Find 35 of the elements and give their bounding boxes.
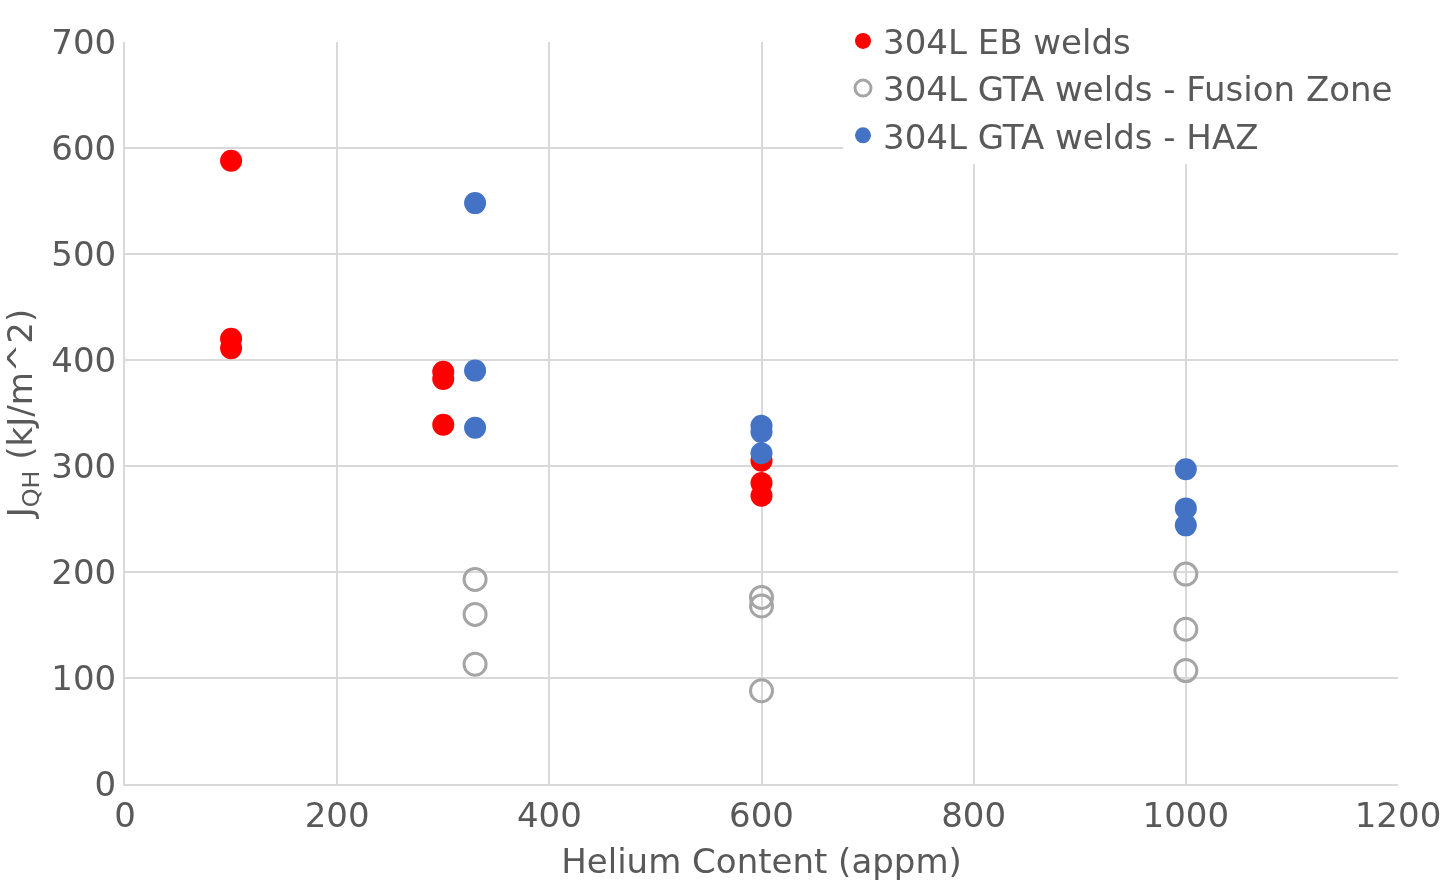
point [462,651,488,677]
legend-label: 304L GTA welds - Fusion Zone [883,69,1393,110]
y-tick-label: 400 [51,339,117,380]
x-tick-label: 1200 [1354,794,1442,835]
legend-label: 304L GTA welds - HAZ [883,116,1259,157]
point [464,416,487,439]
point [749,593,774,619]
x-tick-label: 400 [516,794,582,835]
point [464,192,487,215]
legend-label: 304L EB welds [883,22,1131,63]
x-tick-label: 600 [729,794,794,835]
point [1174,514,1197,537]
x-tick-label: 1000 [1142,794,1230,835]
y-tick-label: 100 [51,657,117,698]
y-tick-label: 200 [51,551,117,592]
point [1174,458,1197,481]
x-tick-label: 200 [304,794,370,835]
y-tick-label: 500 [51,233,117,274]
point [432,413,455,436]
point [464,359,487,382]
point [1173,561,1199,587]
point [1173,616,1199,642]
y-tick-label: 600 [51,127,117,168]
point [462,566,488,592]
point [220,149,243,172]
point [750,442,773,465]
y-tick-label: 300 [51,445,117,486]
x-tick-label: 800 [941,794,1007,835]
point [749,678,774,704]
point [1173,658,1199,684]
point [462,601,488,627]
point [749,584,774,610]
y-tick-label: 700 [51,21,117,62]
x-axis-title: Helium Content (appm) [561,840,962,881]
y-tick-label: 0 [94,763,117,804]
